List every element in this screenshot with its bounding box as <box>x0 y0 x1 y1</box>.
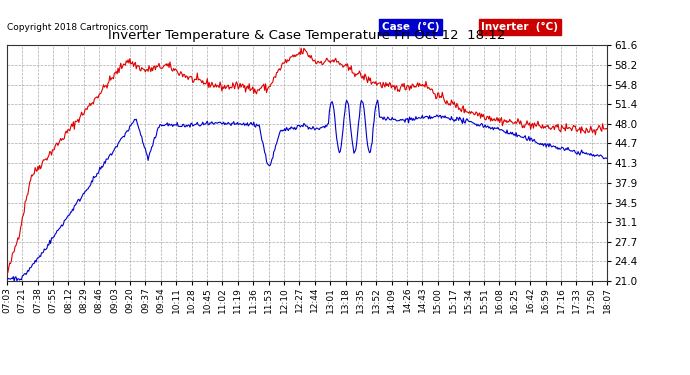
Text: Inverter  (°C): Inverter (°C) <box>481 22 558 32</box>
Title: Inverter Temperature & Case Temperature Fri Oct 12  18:12: Inverter Temperature & Case Temperature … <box>108 30 506 42</box>
Text: Case  (°C): Case (°C) <box>382 22 440 32</box>
Text: Copyright 2018 Cartronics.com: Copyright 2018 Cartronics.com <box>7 23 148 32</box>
